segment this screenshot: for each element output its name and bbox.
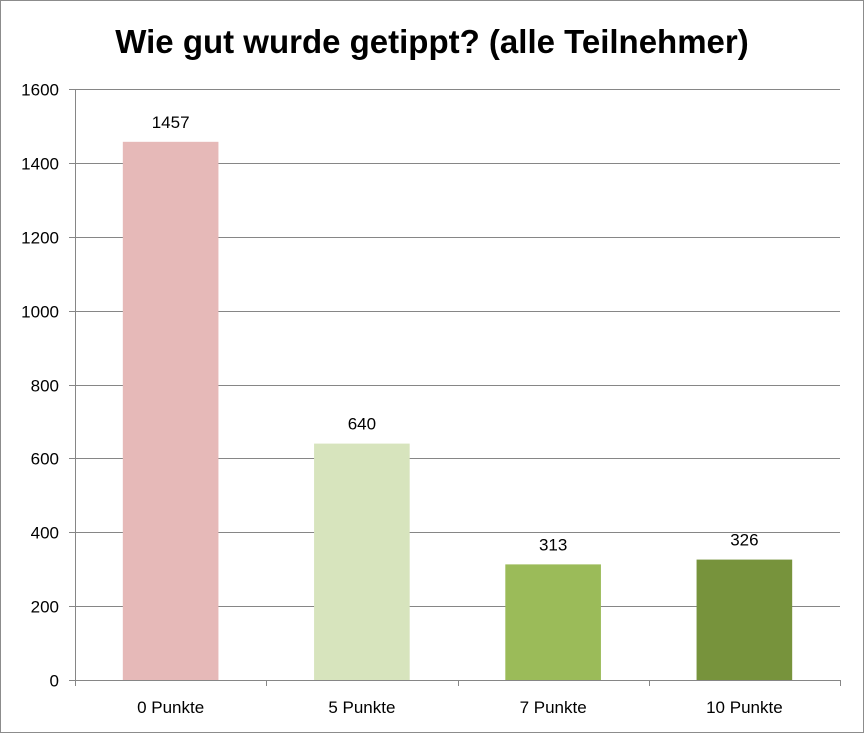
x-tick-label: 10 Punkte <box>706 698 783 717</box>
x-tick-label: 7 Punkte <box>520 698 587 717</box>
data-labels: 1457 640 313 326 <box>152 113 759 555</box>
y-tick-label: 1400 <box>21 155 59 174</box>
y-tick-label: 800 <box>31 377 59 396</box>
chart-title: Wie gut wurde getippt? (alle Teilnehmer) <box>115 23 749 60</box>
data-label: 1457 <box>152 113 190 132</box>
bar-1 <box>122 141 219 680</box>
y-tick-label: 200 <box>31 598 59 617</box>
data-label: 640 <box>348 415 376 434</box>
y-tick-label: 1200 <box>21 229 59 248</box>
y-tick-label: 400 <box>31 524 59 543</box>
y-axis-tick-labels: 0 200 400 600 800 1000 1200 1400 1600 <box>21 81 59 691</box>
x-tick-label: 0 Punkte <box>137 698 204 717</box>
x-axis-tick-labels: 0 Punkte 5 Punkte 7 Punkte 10 Punkte <box>137 698 783 717</box>
data-label: 313 <box>539 535 567 554</box>
bar-2 <box>314 443 410 680</box>
bars <box>122 141 793 680</box>
bar-3 <box>505 564 601 680</box>
axes <box>69 89 841 686</box>
y-tick-label: 1600 <box>21 81 59 100</box>
x-tick-label: 5 Punkte <box>328 698 395 717</box>
y-tick-label: 1000 <box>21 303 59 322</box>
y-tick-label: 600 <box>31 450 59 469</box>
y-tick-label: 0 <box>50 672 59 691</box>
bar-4 <box>696 559 793 680</box>
data-label: 326 <box>730 531 758 550</box>
